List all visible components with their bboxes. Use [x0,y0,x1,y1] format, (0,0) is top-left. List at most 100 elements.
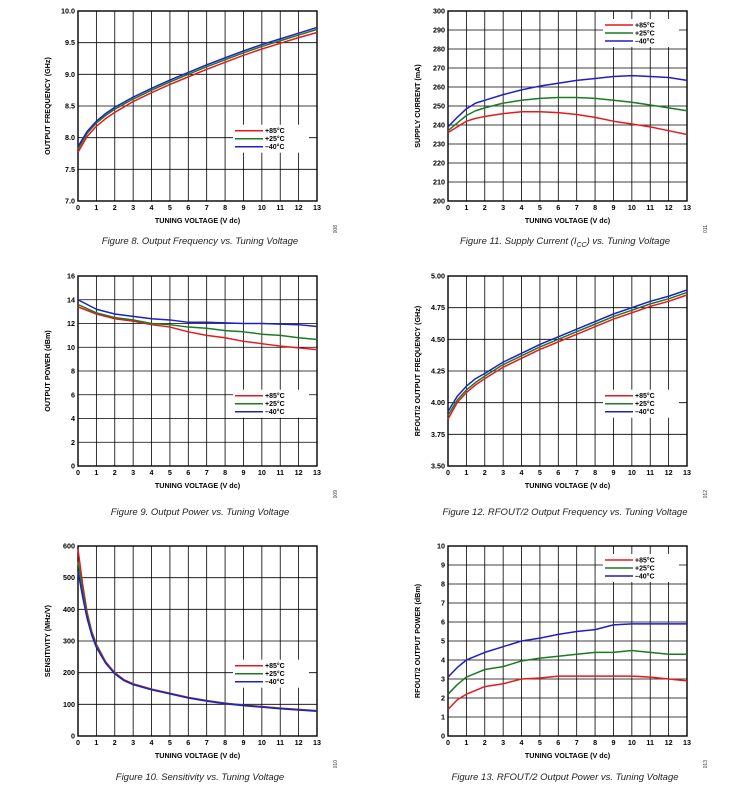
plot-frame [447,10,688,202]
x-tick-label: 10 [628,738,636,747]
y-tick-label: 260 [433,83,445,92]
y-tick-label: 14 [67,295,75,304]
legend-label: +85°C [265,662,285,670]
y-tick-label: 10 [67,343,75,352]
y-tick-label: 4.75 [431,303,445,312]
legend-label: +85°C [265,127,285,135]
legend-label: –40°C [635,573,655,581]
y-tick-label: 12 [67,319,75,328]
x-tick-label: 9 [241,738,245,747]
plot-frame [447,545,688,737]
y-tick-label: 220 [433,159,445,168]
x-tick-label: 2 [483,468,487,477]
caption-figure-11-sub: CC [576,241,587,249]
y-tick-label: 240 [433,121,445,130]
x-tick-label: 13 [313,203,321,212]
y-tick-label: 6 [71,390,75,399]
series-line [447,649,687,695]
x-tick-label: 8 [593,738,597,747]
x-axis-label: TUNING VOLTAGE (V dc) [525,216,611,225]
x-tick-label: 8 [223,468,227,477]
chart-figure-13: 0 1 2 3 4 5 6 7 8 9 10 11 12 13 0 1 2 3 4 5 6 7 8 9 10 TUNING VOL… [405,538,725,784]
x-tick-label: 2 [113,203,117,212]
x-tick-label: 8 [223,203,227,212]
x-tick-label: 5 [168,203,172,212]
x-tick-label: 4 [150,468,154,477]
caption-figure-9: Figure 9. Output Power vs. Tuning Voltag… [110,507,290,518]
x-tick-label: 13 [683,468,691,477]
x-tick-label: 6 [556,738,560,747]
x-tick-label: 6 [556,468,560,477]
y-tick-label: 10 [437,542,445,551]
x-tick-label: 7 [205,738,209,747]
x-tick-label: 5 [538,738,542,747]
y-tick-label: 2 [441,694,445,703]
caption-figure-11-text: Figure 11. Supply Current (I [459,236,577,247]
x-tick-label: 9 [241,203,245,212]
x-tick-label: 0 [76,468,80,477]
caption-figure-11: Figure 11. Supply Current (ICC) vs. Tuni… [420,236,710,249]
plot-frame [77,10,318,202]
series-line [77,299,318,328]
x-axis-label: TUNING VOLTAGE (V dc) [525,481,611,490]
caption-figure-11-end: ) vs. Tuning Voltage [586,236,671,247]
y-tick-label: 0 [71,462,75,471]
y-tick-label: 3.50 [431,462,445,471]
y-tick-label: 8 [71,367,75,376]
x-axis-label: TUNING VOLTAGE (V dc) [525,751,611,760]
y-tick-label: 100 [63,700,75,709]
y-tick-label: 9 [441,561,445,570]
x-tick-label: 12 [295,468,303,477]
x-axis-label: TUNING VOLTAGE (V dc) [155,216,241,225]
y-tick-label: 1 [441,713,445,722]
y-tick-label: 9.5 [65,38,75,47]
chart-figure-8: 0 1 2 3 4 5 6 7 8 9 10 11 12 13 7.0 7.5 8.0 8.5 9.0 9.5 10.0… [35,3,355,249]
y-axis-label: SENSITIVITY (MHz/V) [43,604,52,677]
y-axis-label: OUTPUT FREQUENCY (GHz) [43,57,52,155]
legend-label: +25°C [265,400,285,408]
y-tick-label: 4.00 [431,398,445,407]
x-tick-label: 12 [295,738,303,747]
chart-svg-fig12: 0 1 2 3 4 5 6 7 8 9 10 11 12 133.503.754.004.254.504.… [413,272,709,514]
series-line [447,675,688,710]
caption-figure-12: Figure 12. RFOUT/2 Output Frequency vs. … [442,507,688,518]
figure-code: 13382-008 [333,225,339,233]
x-tick-label: 1 [464,468,468,477]
x-tick-label: 11 [276,468,284,477]
x-tick-label: 4 [520,738,524,747]
x-tick-label: 13 [313,468,321,477]
x-tick-label: 13 [683,738,691,747]
legend-label: +25°C [265,135,285,143]
y-tick-label: 7 [441,599,445,608]
legend-label: –40°C [265,678,285,686]
x-tick-label: 0 [76,738,80,747]
x-tick-label: 7 [575,468,579,477]
x-tick-label: 3 [131,738,135,747]
caption-figure-13: Figure 13. RFOUT/2 Output Power vs. Tuni… [451,772,679,783]
x-tick-label: 6 [186,738,190,747]
x-tick-label: 11 [646,203,654,212]
chart-svg-fig11: 0 1 2 3 4 5 6 7 8 9 10 11 12 132002102202302402502602… [413,7,709,249]
y-tick-label: 0 [71,732,75,741]
series-line [77,306,318,351]
figure-code: 13382-010 [333,760,339,768]
plot-frame [77,275,318,467]
x-tick-label: 1 [94,468,98,477]
x-tick-label: 5 [168,468,172,477]
x-tick-label: 13 [683,203,691,212]
caption-figure-8: Figure 8. Output Frequency vs. Tuning Vo… [101,236,299,247]
x-tick-label: 2 [113,738,117,747]
x-tick-label: 1 [464,203,468,212]
x-tick-label: 4 [150,203,154,212]
y-tick-label: 250 [433,102,445,111]
y-tick-label: 4.25 [431,367,445,376]
y-tick-label: 0 [441,732,445,741]
x-tick-label: 12 [665,468,673,477]
y-tick-label: 8 [441,580,445,589]
series-line [77,28,318,150]
legend-label: +25°C [635,30,655,38]
x-tick-label: 8 [593,203,597,212]
y-tick-label: 200 [433,197,445,206]
chart-svg-fig8: 0 1 2 3 4 5 6 7 8 9 10 11 12 137.07.58.08.59.09.510.0… [43,7,339,249]
series-line [447,291,688,416]
